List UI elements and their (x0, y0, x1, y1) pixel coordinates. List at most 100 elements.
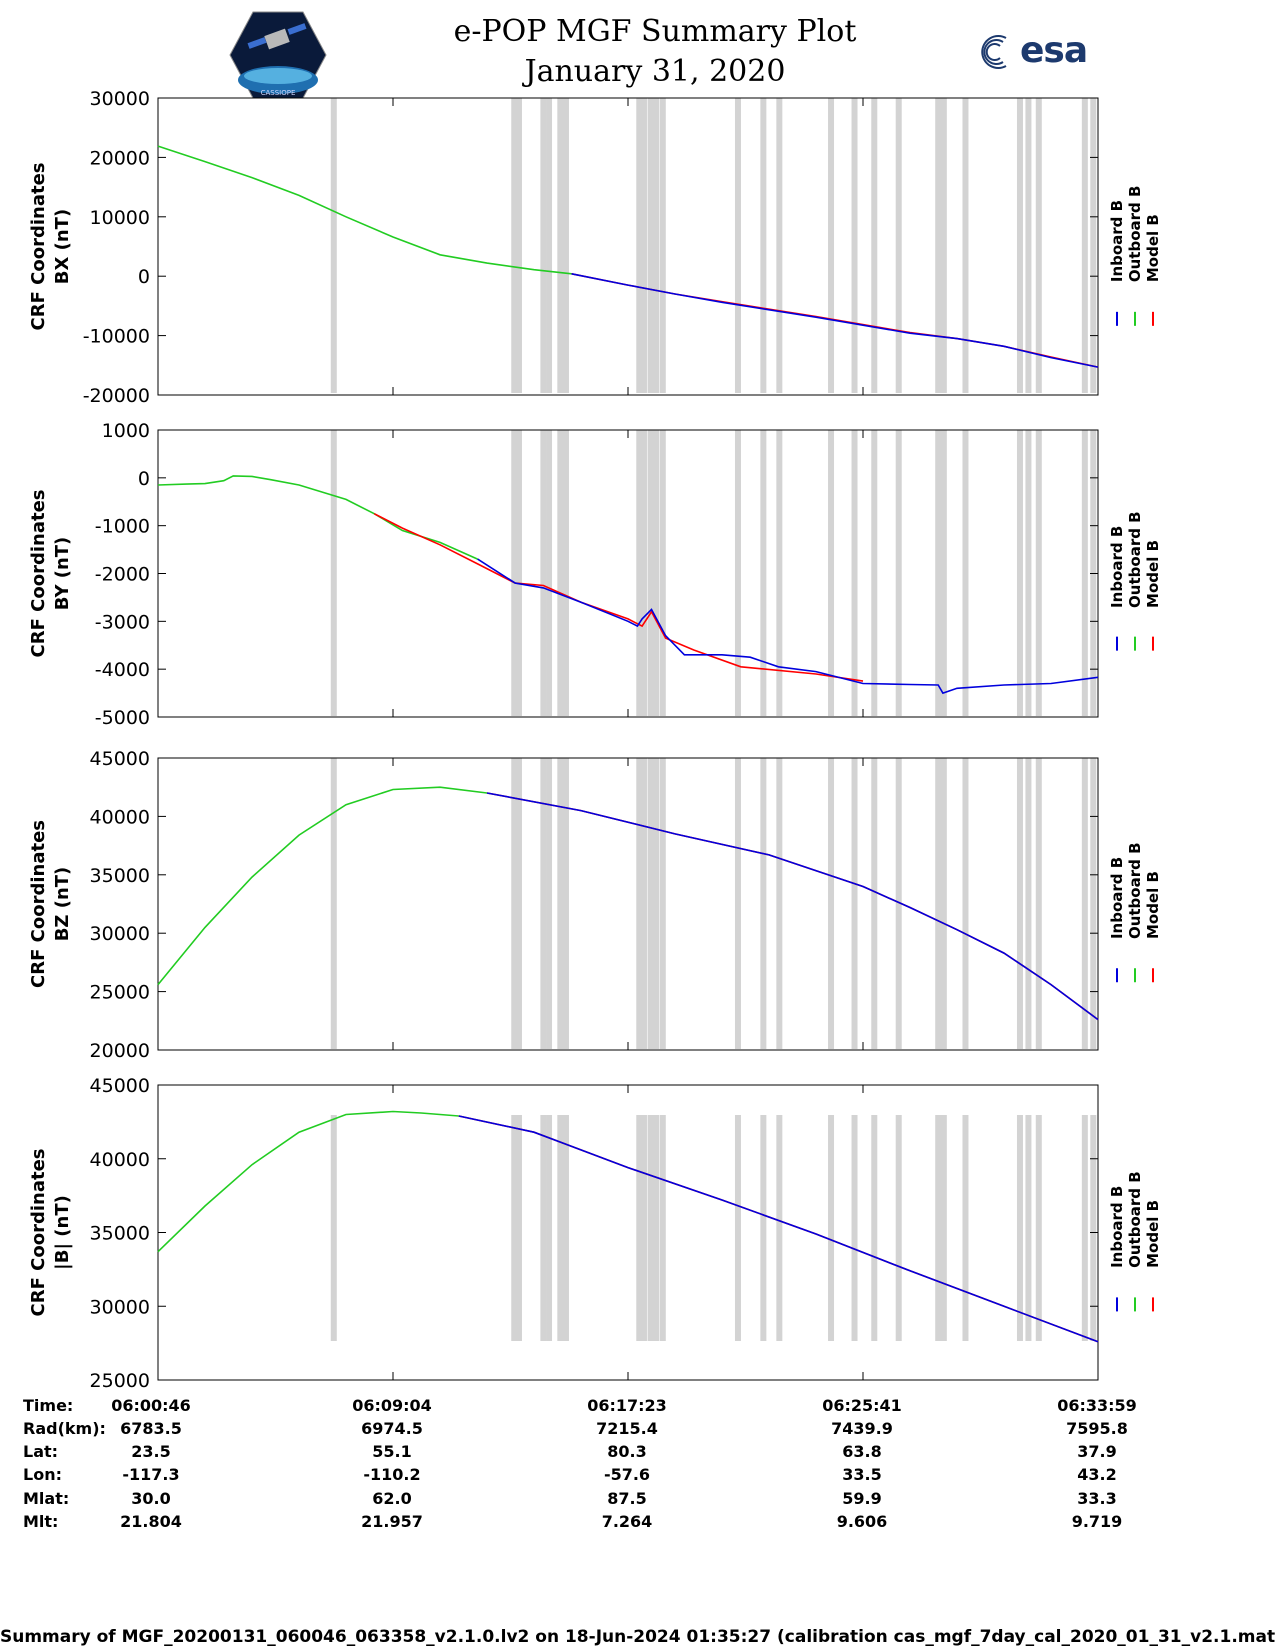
gray-band (540, 430, 547, 716)
y-tick-label: 45000 (90, 1075, 150, 1097)
gray-band (557, 430, 564, 716)
y-axis-label-line2: BZ (nT) (52, 867, 73, 942)
y-tick-label: 30000 (90, 923, 150, 945)
gray-band (734, 430, 741, 716)
gray-band (647, 430, 654, 716)
gray-band (940, 430, 947, 716)
table-cell: 33.5 (842, 1465, 882, 1484)
gray-band (1016, 1115, 1023, 1341)
gray-band (828, 430, 835, 716)
gray-band (962, 758, 969, 1049)
gray-band (640, 98, 647, 393)
series-line-outboard-b (157, 1110, 459, 1253)
table-cell: -110.2 (363, 1465, 421, 1484)
gray-band (1016, 430, 1023, 716)
gray-band (776, 1115, 783, 1341)
cassiope-logo-text: CASSIOPE (261, 89, 296, 97)
legend-label: Inboard B (1108, 200, 1126, 282)
table-cell: 21.957 (361, 1512, 423, 1531)
gray-band (1035, 1115, 1042, 1341)
gray-band (1081, 98, 1088, 393)
gray-band (636, 98, 643, 393)
y-tick-label: 40000 (90, 806, 150, 828)
gray-band (546, 430, 553, 716)
gray-band (940, 758, 947, 1049)
gray-band (557, 98, 564, 393)
table-cell: 59.9 (842, 1489, 882, 1508)
y-tick-label: 25000 (90, 982, 150, 1004)
gray-band (935, 430, 942, 716)
table-row-label: Mlat: (23, 1489, 70, 1508)
y-tick-label: 1000 (102, 420, 150, 442)
gray-band (511, 98, 518, 393)
table-cell: 43.2 (1077, 1465, 1117, 1484)
y-axis-label-line2: |B| (nT) (52, 1195, 73, 1270)
gray-band (546, 758, 553, 1049)
gray-band (330, 430, 337, 716)
gray-band (515, 758, 522, 1049)
gray-band (640, 758, 647, 1049)
gray-band (511, 758, 518, 1049)
y-tick-label: 20000 (90, 147, 150, 169)
gray-band (851, 430, 858, 716)
gray-band (546, 98, 553, 393)
gray-band (828, 758, 835, 1049)
y-tick-label: -3000 (95, 611, 150, 633)
table-cell: 7439.9 (831, 1419, 893, 1438)
y-axis-label-line1: CRF Coordinates (28, 820, 49, 988)
table-cell: 37.9 (1077, 1442, 1117, 1461)
y-axis-label-line1: CRF Coordinates (28, 490, 49, 658)
y-axis-label-line1: CRF Coordinates (28, 1149, 49, 1317)
legend-label: Outboard B (1126, 842, 1144, 939)
gray-band (776, 758, 783, 1049)
table-cell: 62.0 (372, 1489, 412, 1508)
legend-label: Model B (1144, 540, 1162, 608)
table-cell: 87.5 (607, 1489, 647, 1508)
legend-label: Model B (1144, 871, 1162, 939)
table-cell: 06:33:59 (1057, 1396, 1137, 1415)
legend-label: Outboard B (1126, 186, 1144, 283)
gray-band (653, 98, 660, 393)
gray-band (659, 98, 666, 393)
gray-band (962, 98, 969, 393)
table-cell: 9.719 (1071, 1512, 1123, 1531)
gray-band (940, 1115, 947, 1341)
table-cell: 63.8 (842, 1442, 882, 1461)
gray-band (540, 98, 547, 393)
table-cell: 06:25:41 (822, 1396, 902, 1415)
gray-band (895, 98, 902, 393)
table-cell: 6974.5 (361, 1419, 423, 1438)
series-line-outboard-b (157, 475, 478, 560)
gray-band (540, 1115, 547, 1341)
gray-band (871, 98, 878, 393)
y-tick-label: -2000 (95, 564, 150, 586)
plot-frame (157, 97, 1099, 396)
gray-band (640, 430, 647, 716)
gray-band (330, 758, 337, 1049)
gray-band (562, 98, 569, 393)
gray-band (828, 1115, 835, 1341)
plot-frame (157, 1084, 1099, 1381)
cassiope-logo: CASSIOPE (229, 11, 327, 99)
table-row-label: Mlt: (23, 1512, 59, 1531)
gray-band (636, 1115, 643, 1341)
plot-title: e-POP MGF Summary Plot (453, 14, 857, 49)
chart-panel-3: 45000 40000 35000 30000 25000 20000 CRF Coordi… (28, 748, 1162, 1062)
gray-band (962, 1115, 969, 1341)
plot-frame (157, 757, 1099, 1051)
y-tick-label: 0 (138, 468, 150, 490)
legend-label: Outboard B (1126, 511, 1144, 608)
gray-band (1090, 1115, 1097, 1341)
gray-band (647, 758, 654, 1049)
gray-band (760, 430, 767, 716)
table-cell: 9.606 (836, 1512, 888, 1531)
gray-band (562, 758, 569, 1049)
gray-band (659, 430, 666, 716)
y-tick-label: 30000 (90, 1296, 150, 1318)
table-cell: 80.3 (607, 1442, 647, 1461)
gray-band (935, 98, 942, 393)
gray-band (515, 1115, 522, 1341)
series-line-outboard-b (157, 786, 488, 986)
gray-band (776, 430, 783, 716)
